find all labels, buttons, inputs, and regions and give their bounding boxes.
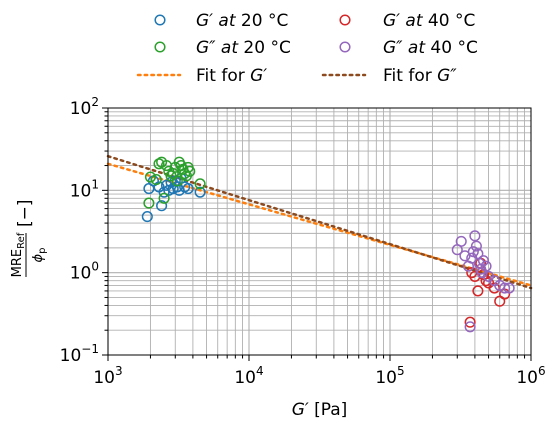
y-label-numerator: MRERef [10,232,27,277]
x-tick-label: 105 [375,364,404,388]
legend-marker [154,14,166,26]
series-2-point [194,178,206,190]
plot-frame [107,107,532,356]
legend-label: Fit for G″ [383,66,457,86]
data-points [141,156,515,333]
legend-entry: Fit for G′ [136,66,267,86]
series-4-point [455,235,467,247]
series-2-point [158,192,170,204]
series-2-point [184,165,196,177]
series-4-point [503,282,515,294]
x-tick-label: 106 [516,364,545,388]
y-tick-label: 100 [70,260,99,284]
legend-marker [339,41,351,53]
legend-entry: Fit for G″ [321,66,457,86]
legend-entry: G″ at 40 °C [339,38,478,58]
series-2-point [153,158,165,170]
grid [107,108,531,356]
y-axis-fraction: MRERef ϕp [−] [10,199,48,277]
legend-label: G′ at 20 °C [196,11,288,31]
y-tick-label: 101 [70,177,99,201]
series-3-point [464,316,476,328]
x-axis-label-text: G′ [Pa] [292,400,348,420]
series-2-point [143,197,155,209]
legend-entry: G′ at 40 °C [339,11,475,31]
series-2-point [144,171,156,183]
legend: G′ at 20 °C G′ at 40 °C G″ at 20 °C G″ at 4… [136,11,478,86]
series-2-point [150,174,162,186]
legend-label: G′ at 40 °C [383,11,475,31]
series-1-point [141,211,153,223]
fit-line-2 [106,154,533,290]
series-3-point [472,285,484,297]
legend-label: G″ at 40 °C [383,38,478,58]
legend-label: Fit for G′ [196,66,267,86]
series-2-point [171,175,183,187]
legend-marker [339,14,351,26]
series-4-point [480,260,492,272]
series-1-point [182,183,194,195]
legend-entry: G″ at 20 °C [154,38,291,58]
legend-label: G″ at 20 °C [196,38,291,58]
series-4-point [469,230,481,242]
series-1-point [194,186,206,198]
y-tick-label: 10−1 [60,342,99,366]
y-label-denominator: ϕp [31,248,48,263]
series-1-point [156,200,168,212]
y-label-unit: [−] [15,199,35,227]
series-4-point [499,282,511,294]
x-tick-label: 103 [93,364,122,388]
legend-marker [154,41,166,53]
y-tick-label: 102 [70,95,99,119]
series-4-point [464,321,476,333]
ticks: 103 104 105 106 10−1 100 101 102 [60,95,546,388]
series-4-point [470,240,482,252]
x-axis-label: G′ [Pa] [292,400,348,420]
legend-entry: G′ at 20 °C [154,11,288,31]
series-4-point [477,255,489,267]
series-1-point [158,186,170,198]
series-2-point [179,167,191,180]
x-tick-label: 104 [234,364,263,388]
y-axis-label: MRERef ϕp [−] [10,199,48,277]
